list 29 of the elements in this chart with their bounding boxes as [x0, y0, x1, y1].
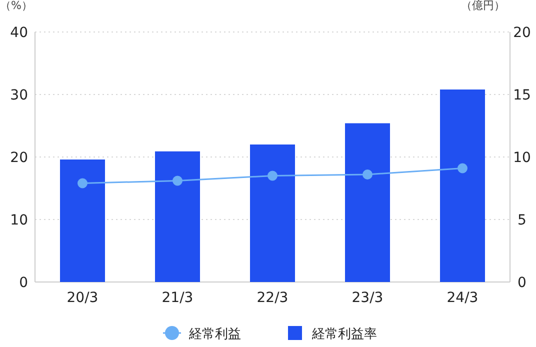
- y2-tick-label: 0: [518, 275, 526, 291]
- x-tick-label: 22/3: [256, 290, 288, 306]
- y-tick-label: 20: [10, 150, 28, 166]
- y-tick-label: 0: [19, 275, 28, 291]
- y-tick-label: 40: [10, 25, 28, 41]
- y-tick-label: 10: [10, 212, 28, 228]
- point: [458, 163, 468, 174]
- y2-axis-title: （億円）: [461, 0, 505, 12]
- point: [172, 176, 182, 186]
- bar: [250, 144, 295, 282]
- bar: [345, 123, 390, 282]
- x-tick-label: 21/3: [162, 290, 194, 306]
- point: [362, 170, 372, 180]
- x-tick-label: 20/3: [66, 290, 98, 306]
- y2-tick-label: 10: [513, 150, 531, 166]
- y2-tick-label: 15: [513, 88, 531, 104]
- y-axis-title: （%）: [0, 0, 32, 12]
- bar: [60, 160, 105, 282]
- x-tick-label: 24/3: [446, 290, 478, 306]
- legend-label: 経常利益: [188, 327, 241, 342]
- y2-tick-label: 20: [513, 25, 531, 41]
- legend-label: 経常利益率: [311, 326, 377, 342]
- x-tick-label: 23/3: [352, 290, 384, 306]
- y-tick-label: 30: [10, 88, 28, 104]
- y2-tick-label: 5: [518, 212, 526, 228]
- bar: [440, 90, 485, 282]
- point: [78, 178, 88, 188]
- point: [268, 170, 278, 181]
- bar: [155, 151, 200, 282]
